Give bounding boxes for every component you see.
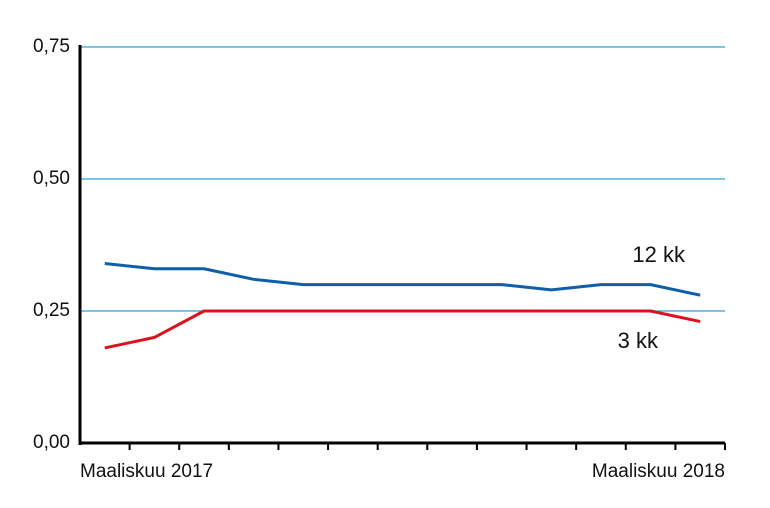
y-tick-label: 0,25 <box>33 300 70 321</box>
y-tick-label: 0,00 <box>33 432 70 453</box>
series-line <box>104 261 701 297</box>
series-label: 12 kk <box>632 242 686 267</box>
x-tick-label: Maaliskuu 2017 <box>80 461 213 482</box>
series-line <box>104 309 701 350</box>
x-tick-label: Maaliskuu 2018 <box>592 461 725 482</box>
y-tick-label: 0,50 <box>33 168 70 189</box>
y-tick-label: 0,75 <box>33 36 70 57</box>
series-label: 3 kk <box>618 328 659 353</box>
